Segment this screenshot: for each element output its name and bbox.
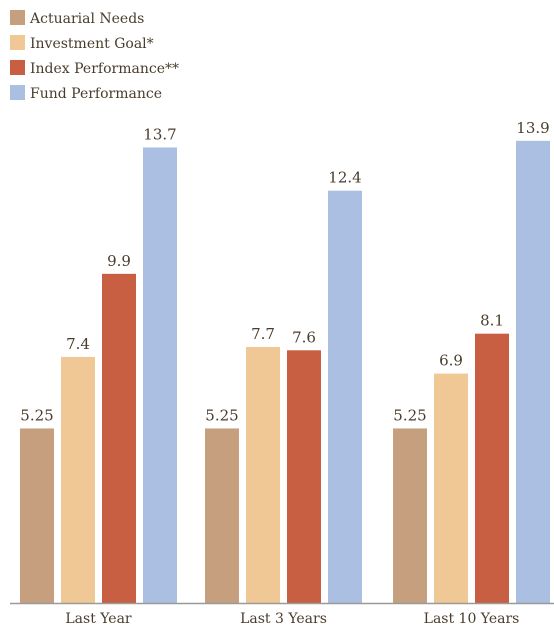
legend: Actuarial Needs Investment Goal* Index Per…: [10, 10, 179, 102]
legend-item-fund-performance: Fund Performance: [10, 85, 162, 102]
data-label-fund-performance-last-3-years: 12.4: [328, 169, 361, 187]
legend-label: Fund Performance: [30, 86, 162, 102]
bar-group-last-10-years: 5.25 6.9 8.1 13.9: [393, 119, 550, 603]
bar-group-last-year: 5.25 7.4 9.9 13.7: [20, 125, 177, 603]
legend-item-investment-goal: Investment Goal*: [10, 35, 154, 52]
bar-investment-goal-last-10-years: [434, 373, 468, 603]
data-label-index-performance-last-year: 9.9: [107, 252, 131, 270]
category-label-last-3-years: Last 3 Years: [240, 611, 327, 627]
legend-item-actuarial-needs: Actuarial Needs: [10, 10, 144, 27]
legend-swatch: [10, 60, 25, 75]
data-label-fund-performance-last-year: 13.7: [143, 125, 176, 143]
bar-actuarial-needs-last-3-years: [205, 428, 239, 603]
bar-group-last-3-years: 5.25 7.7 7.6 12.4: [205, 169, 362, 603]
bar-fund-performance-last-3-years: [328, 190, 362, 603]
bars: 5.25 7.4 9.9 13.7 5.25 7.7 7.6 12.4 5.25 6.9 8.1 13…: [20, 119, 550, 603]
bar-investment-goal-last-year: [61, 356, 95, 603]
legend-label: Index Performance**: [30, 61, 179, 77]
bar-index-performance-last-3-years: [287, 350, 321, 603]
bar-investment-goal-last-3-years: [246, 346, 280, 603]
data-label-actuarial-needs-last-3-years: 5.25: [205, 406, 238, 424]
bar-index-performance-last-year: [102, 273, 136, 603]
bar-fund-performance-last-year: [143, 147, 177, 603]
data-label-investment-goal-last-year: 7.4: [66, 335, 90, 353]
bar-actuarial-needs-last-10-years: [393, 428, 427, 603]
data-label-actuarial-needs-last-10-years: 5.25: [393, 406, 426, 424]
data-label-investment-goal-last-10-years: 6.9: [439, 352, 463, 370]
bar-actuarial-needs-last-year: [20, 428, 54, 603]
bar-index-performance-last-10-years: [475, 333, 509, 603]
data-label-index-performance-last-10-years: 8.1: [480, 312, 504, 330]
x-axis-labels: Last Year Last 3 Years Last 10 Years: [65, 611, 519, 627]
legend-label: Investment Goal*: [30, 36, 154, 52]
category-label-last-year: Last Year: [65, 611, 132, 627]
data-label-index-performance-last-3-years: 7.6: [292, 328, 316, 346]
legend-item-index-performance: Index Performance**: [10, 60, 179, 77]
legend-swatch: [10, 85, 25, 100]
data-label-fund-performance-last-10-years: 13.9: [516, 119, 549, 137]
data-label-investment-goal-last-3-years: 7.7: [251, 325, 275, 343]
legend-swatch: [10, 10, 25, 25]
legend-label: Actuarial Needs: [29, 11, 144, 27]
data-label-actuarial-needs-last-year: 5.25: [20, 406, 53, 424]
legend-swatch: [10, 35, 25, 50]
category-label-last-10-years: Last 10 Years: [424, 611, 520, 627]
bar-fund-performance-last-10-years: [516, 140, 550, 603]
